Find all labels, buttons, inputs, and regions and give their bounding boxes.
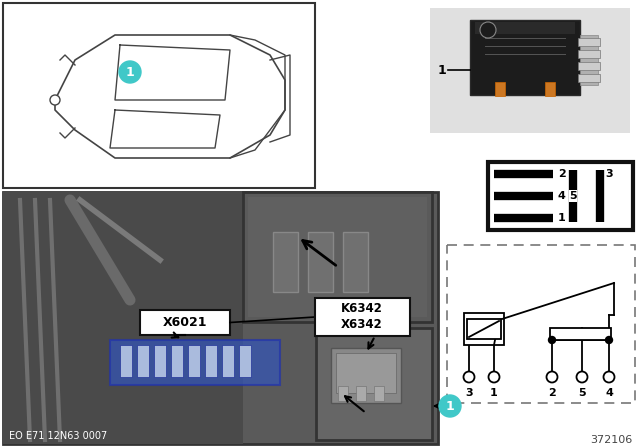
Bar [356,386,366,401]
Bar [495,82,505,96]
Bar [239,345,251,377]
Text: 1: 1 [490,388,498,398]
Bar [3,3,315,188]
Bar [336,353,396,393]
Bar [475,22,575,34]
Text: 4: 4 [605,388,613,398]
Bar [338,386,348,401]
Bar [374,386,384,401]
Text: 2: 2 [558,169,566,179]
Bar [447,245,635,403]
Bar [464,313,504,345]
Bar [3,192,243,444]
Bar [120,345,132,377]
Bar [243,192,432,322]
Bar [578,74,600,82]
Bar [316,328,432,440]
Bar [140,310,230,335]
Bar [154,345,166,377]
Bar [467,319,501,339]
Bar [430,8,630,133]
Text: 5: 5 [578,388,586,398]
Circle shape [547,371,557,383]
Bar [343,232,368,292]
Text: 2: 2 [548,388,556,398]
Circle shape [119,61,141,83]
Circle shape [480,22,496,38]
Bar [578,50,600,58]
Bar [188,345,200,377]
Bar [137,345,149,377]
Text: 372106: 372106 [589,435,632,445]
Bar [488,162,633,230]
Text: X6342: X6342 [341,319,383,332]
Bar [248,197,427,317]
Bar [308,232,333,292]
Text: 4: 4 [558,191,566,201]
Bar [578,62,600,70]
Text: 5: 5 [569,191,577,201]
Circle shape [463,371,474,383]
Circle shape [439,395,461,417]
Bar [331,348,401,403]
Circle shape [488,371,499,383]
Text: 1: 1 [125,65,134,78]
Bar [550,328,611,340]
Bar [205,345,217,377]
Circle shape [577,371,588,383]
Text: 1: 1 [558,213,566,223]
Bar [315,298,410,336]
Bar [273,232,298,292]
Bar [545,82,555,96]
Bar [222,345,234,377]
Text: EO E71 12N63 0007: EO E71 12N63 0007 [9,431,108,441]
Text: X6021: X6021 [163,316,207,329]
Text: 1: 1 [438,64,447,77]
Circle shape [605,336,612,344]
Bar [580,35,598,85]
Circle shape [548,336,556,344]
Text: 3: 3 [605,169,612,179]
Circle shape [50,95,60,105]
Text: K6342: K6342 [341,302,383,314]
Bar [578,38,600,46]
Bar [470,20,580,95]
Bar [171,345,183,377]
Bar [110,340,280,385]
Circle shape [604,371,614,383]
Text: 1: 1 [445,400,454,413]
Bar [3,192,438,444]
Text: 3: 3 [465,388,473,398]
